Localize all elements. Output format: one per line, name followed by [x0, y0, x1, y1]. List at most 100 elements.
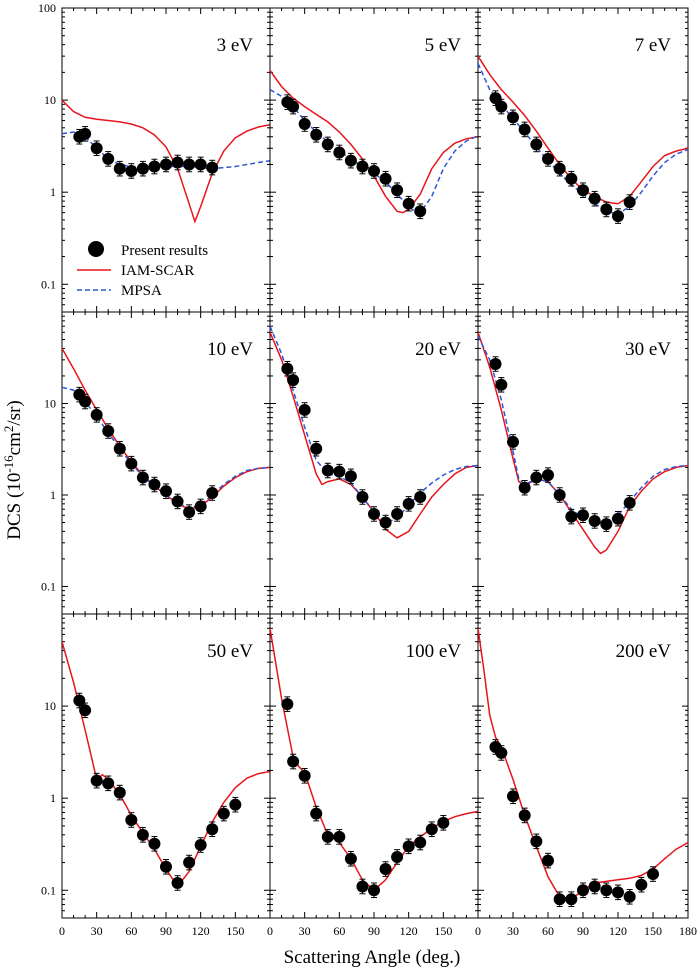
data-point	[298, 403, 311, 416]
panel-curves	[270, 628, 478, 892]
x-tick-label: 0	[267, 924, 273, 938]
y-tick-label: 1	[50, 488, 56, 502]
data-point	[518, 123, 531, 136]
data-point	[298, 118, 311, 131]
data-point	[553, 893, 566, 906]
data-point	[414, 205, 427, 218]
panel-curves	[62, 641, 270, 888]
data-point	[287, 100, 300, 113]
data-point	[635, 878, 648, 891]
data-point	[507, 111, 519, 124]
x-tick-label: 150	[226, 924, 244, 938]
data-point	[171, 876, 184, 889]
data-point	[518, 809, 531, 822]
data-point	[402, 197, 415, 210]
panel-50-ev: 0.1 1 10 0 30 60 90 120 150 50 eV	[41, 613, 271, 938]
panel-7-ev: 7 eV	[477, 7, 689, 313]
data-point	[379, 516, 392, 529]
y-tick-label: 0.1	[41, 579, 56, 593]
data-point	[518, 481, 531, 494]
y-tick-label: 1	[50, 791, 56, 805]
panel-3-ev: 0.1 1 10 100 3 eV Present results IAM-SCAR MPSA	[38, 1, 271, 313]
panel-100-ev: 0 30 60 90 120 150 100 eV	[267, 613, 479, 938]
data-point	[217, 807, 230, 820]
panel-title: 5 eV	[425, 35, 462, 56]
data-point	[333, 146, 346, 159]
data-point	[281, 698, 294, 711]
x-axis-label: Scattering Angle (deg.)	[284, 947, 461, 968]
data-point	[623, 196, 636, 209]
data-point	[612, 210, 624, 223]
x-tick-label: 60	[542, 924, 554, 938]
mpsa-curve	[478, 335, 688, 524]
x-tick-label: 60	[333, 924, 345, 938]
data-point	[321, 464, 334, 477]
data-point	[102, 152, 115, 165]
x-tick-label: 60	[125, 924, 137, 938]
data-point	[495, 378, 508, 391]
panel-title: 3 eV	[217, 35, 254, 56]
data-point	[229, 798, 242, 811]
data-point	[379, 863, 392, 876]
data-point	[79, 127, 92, 140]
data-point	[113, 442, 126, 455]
panel-title: 50 eV	[207, 641, 253, 662]
panel-title: 10 eV	[207, 339, 253, 360]
data-point	[79, 704, 92, 717]
data-point	[194, 839, 207, 852]
legend-label-mpsa: MPSA	[121, 283, 162, 299]
panel-title: 7 eV	[635, 35, 672, 56]
data-point	[90, 774, 103, 787]
data-point	[507, 435, 519, 448]
data-point	[298, 769, 311, 782]
data-point	[542, 854, 554, 867]
y-tick-label: 10	[44, 699, 56, 713]
mpsa-curve	[270, 325, 478, 524]
data-point	[287, 755, 300, 768]
legend-label-iam-scar: IAM-SCAR	[121, 263, 194, 279]
data-point	[333, 830, 346, 843]
data-point	[356, 880, 369, 893]
iam-scar-curve	[62, 99, 270, 224]
data-point	[414, 836, 427, 849]
x-tick-label: 30	[507, 924, 519, 938]
data-point	[206, 161, 219, 174]
data-point	[391, 850, 404, 863]
x-tick-label: 30	[299, 924, 311, 938]
data-point	[194, 500, 207, 513]
panel-title: 30 eV	[625, 339, 671, 360]
data-point	[565, 172, 578, 185]
data-point	[565, 893, 578, 906]
data-point	[333, 465, 346, 478]
data-point	[600, 518, 613, 531]
x-tick-label: 120	[400, 924, 418, 938]
data-point	[379, 172, 392, 185]
data-point	[136, 471, 149, 484]
x-tick-label: 150	[434, 924, 452, 938]
data-point	[612, 512, 624, 525]
panel-curves	[478, 332, 688, 555]
data-point	[542, 469, 554, 482]
data-point	[183, 506, 196, 519]
data-point	[310, 807, 323, 820]
x-tick-label: 0	[59, 924, 65, 938]
data-point	[90, 408, 103, 421]
data-point	[90, 142, 103, 155]
data-point	[321, 830, 334, 843]
panel-200-ev: 0 30 60 90 120 150 180 200 eV	[475, 613, 697, 938]
data-point	[588, 192, 601, 205]
iam-scar-curve	[270, 69, 478, 214]
data-point	[136, 162, 149, 175]
data-point	[600, 203, 613, 216]
data-point	[495, 100, 508, 113]
data-point	[356, 160, 369, 173]
data-point	[565, 510, 578, 523]
data-point	[344, 852, 357, 865]
data-point	[321, 138, 334, 151]
panel-5-ev: 5 eV	[269, 7, 479, 313]
panel-30-ev: 30 eV	[477, 311, 689, 615]
data-point	[402, 497, 415, 510]
data-point	[148, 478, 161, 491]
